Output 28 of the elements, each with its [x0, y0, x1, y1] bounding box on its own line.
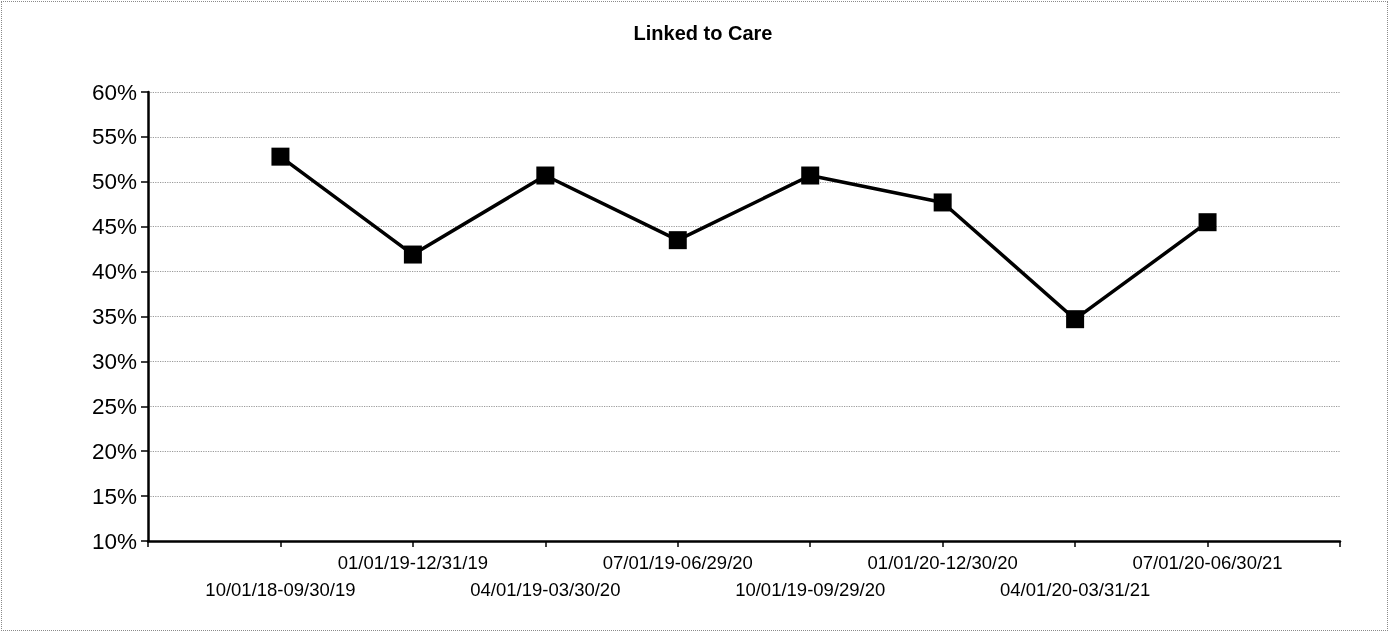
point [933, 193, 952, 212]
x-tick-label: 10/01/19-09/29/20 [735, 579, 886, 600]
point [1198, 213, 1217, 232]
y-tick-label: 50% [91, 169, 137, 195]
point [1066, 310, 1085, 329]
y-tick-label: 10% [91, 528, 137, 554]
x-tick-label: 04/01/19-03/30/20 [470, 579, 621, 600]
y-tick-label: 25% [91, 393, 137, 419]
y-tick-label: 35% [91, 304, 137, 329]
point [403, 245, 422, 264]
point [536, 166, 555, 185]
y-tick-label: 15% [91, 483, 137, 509]
point [801, 166, 820, 185]
chart-title: Linked to Care [633, 22, 773, 44]
y-tick-label: 40% [91, 259, 137, 285]
x-tick-label: 10/01/18-09/30/19 [205, 579, 356, 600]
x-tick-label: 07/01/20-06/30/21 [1132, 552, 1283, 573]
y-tick-label: 60% [91, 79, 137, 105]
point [271, 147, 290, 166]
x-tick-label: 07/01/19-06/29/20 [602, 552, 753, 573]
y-tick-label: 20% [91, 438, 137, 464]
y-tick-label: 45% [91, 214, 137, 240]
x-tick-label: 04/01/20-03/31/21 [1000, 579, 1151, 600]
x-tick-label: 01/01/19-12/31/19 [337, 552, 488, 573]
y-tick-label: 30% [91, 348, 137, 374]
point [668, 231, 687, 250]
y-tick-label: 55% [91, 124, 137, 150]
x-tick-label: 01/01/20-12/30/20 [867, 552, 1018, 573]
